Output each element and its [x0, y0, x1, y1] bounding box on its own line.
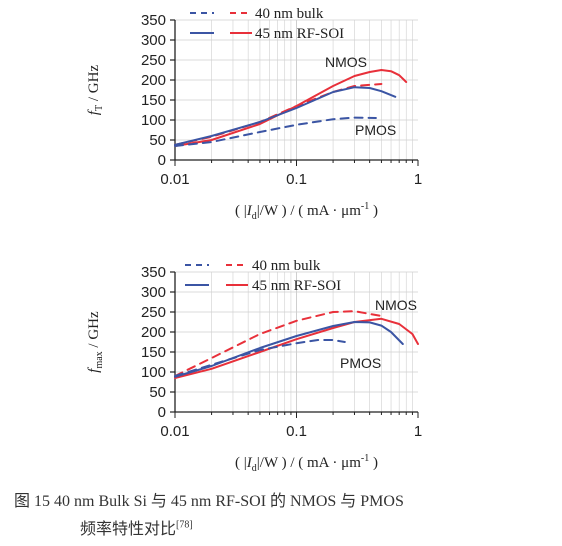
y-tick-label: 50: [149, 384, 166, 401]
legend-label: 45 nm RF-SOI: [252, 278, 341, 294]
y-tick-label: 50: [149, 132, 166, 149]
x-tick-label: 0.01: [160, 423, 189, 440]
annotation-nmos: NMOS: [325, 54, 367, 70]
x-tick-label: 1: [414, 171, 422, 188]
series-line-pmos-soi: [174, 86, 397, 146]
y-axis-label-sub: max: [94, 351, 105, 368]
y-tick-label: 100: [141, 112, 166, 129]
y-axis-label-sub: T: [94, 105, 105, 111]
y-tick-label: 350: [141, 264, 166, 281]
legend-label: 40 nm bulk: [255, 6, 324, 22]
legend-label: 45 nm RF-SOI: [255, 26, 344, 42]
x-axis-label-part: ): [369, 203, 378, 219]
annotation-pmos: PMOS: [340, 355, 381, 371]
x-axis-label-part: d: [252, 211, 257, 222]
caption-title: 频率特性对比: [80, 521, 177, 538]
y-axis-label-unit: / GHz: [86, 311, 102, 351]
annotation-pmos: PMOS: [355, 122, 396, 138]
y-tick-label: 300: [141, 284, 166, 301]
y-tick-label: 150: [141, 344, 166, 361]
y-tick-label: 150: [141, 92, 166, 109]
figure-caption-line2: 频率特性对比[78]: [80, 515, 193, 539]
y-axis-label-main: f: [86, 109, 102, 115]
x-axis-label-part: d: [252, 463, 257, 474]
y-tick-label: 200: [141, 72, 166, 89]
y-tick-label: 250: [141, 304, 166, 321]
y-tick-label: 200: [141, 324, 166, 341]
series-line-pmos-soi: [174, 321, 404, 378]
legend-label: 40 nm bulk: [252, 258, 321, 274]
y-axis-label-main: f: [86, 367, 102, 373]
x-axis-label-part: |/W ) / ( mA · μm: [257, 203, 361, 219]
series-line-nmos-bulk: [174, 310, 383, 377]
x-axis-label-part: I: [246, 203, 253, 219]
y-tick-label: 0: [158, 152, 166, 169]
x-tick-label: 0.01: [160, 171, 189, 188]
figure-caption-line1: 图 15 40 nm Bulk Si 与 45 nm RF-SOI 的 NMOS…: [14, 493, 404, 510]
y-axis-label: fmax / GHz: [86, 311, 105, 373]
x-axis-label: ( |Id|/W ) / ( mA · μm-1 ): [235, 201, 378, 222]
caption-reference: [78]: [176, 519, 193, 531]
x-tick-label: 0.1: [286, 423, 307, 440]
x-axis-label-part: ( |: [235, 455, 247, 471]
x-tick-label: 1: [414, 423, 422, 440]
series-line-pmos-bulk: [174, 116, 377, 147]
y-tick-label: 300: [141, 32, 166, 49]
x-axis-label-part: |/W ) / ( mA · μm: [257, 455, 361, 471]
y-tick-label: 250: [141, 52, 166, 69]
y-tick-label: 0: [158, 404, 166, 421]
series-line-nmos-soi: [174, 69, 408, 147]
x-axis-label-part: I: [246, 455, 253, 471]
annotation-nmos: NMOS: [375, 297, 417, 313]
y-axis-label: fT / GHz: [86, 65, 105, 116]
y-axis-label-unit: / GHz: [86, 65, 102, 105]
x-axis-label-part: -1: [361, 453, 369, 464]
x-tick-label: 0.1: [286, 171, 307, 188]
y-tick-label: 100: [141, 364, 166, 381]
x-axis-label-part: -1: [361, 201, 369, 212]
y-tick-label: 350: [141, 12, 166, 29]
x-axis-label: ( |Id|/W ) / ( mA · μm-1 ): [235, 453, 378, 474]
x-axis-label-part: ( |: [235, 203, 247, 219]
x-axis-label-part: ): [369, 455, 378, 471]
series-line-pmos-bulk: [174, 339, 346, 377]
